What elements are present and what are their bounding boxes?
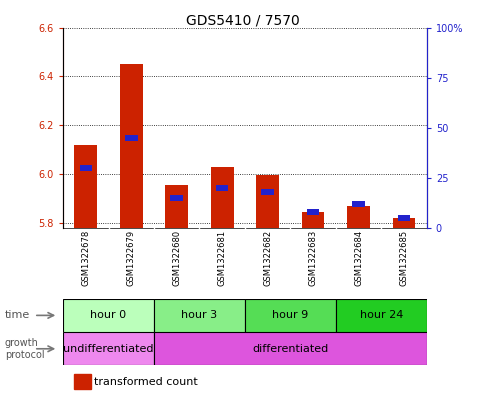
Bar (74, 145, 97, 228)
Text: GSM1322678: GSM1322678 (81, 230, 90, 286)
Bar (397, 215, 409, 221)
Text: GSM1322681: GSM1322681 (217, 230, 226, 286)
Text: hour 9: hour 9 (272, 310, 308, 320)
Bar (63, 299, 153, 332)
Bar (301, 212, 324, 228)
Bar (165, 185, 188, 228)
Bar (74, 374, 91, 389)
Bar (120, 64, 142, 228)
Bar (347, 206, 369, 228)
Text: time: time (5, 310, 30, 320)
Text: GSM1322680: GSM1322680 (172, 230, 181, 286)
Text: GSM1322679: GSM1322679 (126, 230, 136, 286)
Text: GDS5410 / 7570: GDS5410 / 7570 (185, 14, 299, 28)
Text: differentiated: differentiated (252, 344, 328, 354)
Bar (170, 195, 182, 201)
Text: hour 3: hour 3 (181, 310, 217, 320)
Bar (153, 299, 244, 332)
Text: undifferentiated: undifferentiated (63, 344, 153, 354)
Bar (261, 189, 273, 195)
Text: transformed count: transformed count (94, 376, 197, 387)
Text: hour 24: hour 24 (359, 310, 402, 320)
Bar (392, 218, 415, 228)
Text: GSM1322682: GSM1322682 (263, 230, 272, 286)
Text: GSM1322684: GSM1322684 (353, 230, 363, 286)
Bar (306, 209, 319, 215)
Bar (335, 299, 426, 332)
Text: GSM1322683: GSM1322683 (308, 230, 317, 286)
Text: GSM1322685: GSM1322685 (399, 230, 408, 286)
Bar (153, 332, 426, 365)
Bar (79, 165, 92, 171)
Text: hour 0: hour 0 (91, 310, 126, 320)
Bar (256, 175, 278, 228)
Text: growth
protocol: growth protocol (5, 338, 45, 360)
Bar (63, 332, 153, 365)
Bar (244, 299, 335, 332)
Bar (351, 201, 364, 207)
Bar (211, 167, 233, 228)
Bar (215, 185, 228, 191)
Bar (125, 135, 137, 141)
